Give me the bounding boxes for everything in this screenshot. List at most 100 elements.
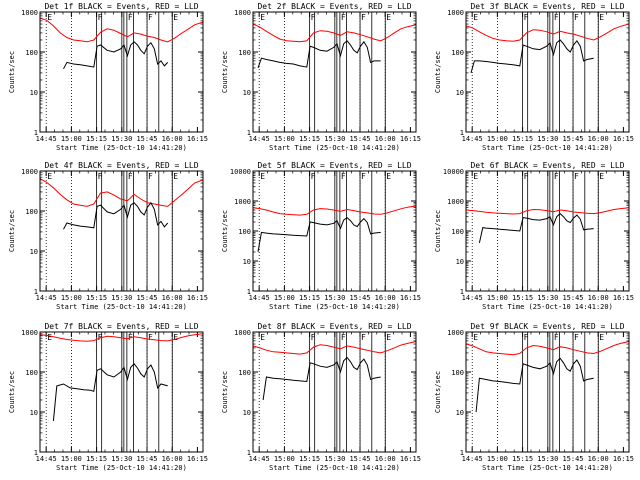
y-tick-label: 10000 [443, 168, 464, 176]
x-tick-label: 15:30 [324, 455, 345, 463]
x-tick-label: 15:30 [537, 455, 558, 463]
y-tick-label: 1000 [447, 9, 464, 17]
plot-frame [465, 170, 630, 292]
x-tick-label: 16:00 [162, 294, 183, 302]
x-tick-label: 15:00 [61, 455, 82, 463]
series-events-line [257, 40, 381, 69]
marker-label: E [260, 13, 265, 22]
panel-title: Det 8f BLACK = Events, RED = LLD [257, 322, 411, 331]
y-axis-label: Counts/sec [8, 371, 16, 413]
y-tick-label: 100 [451, 49, 464, 57]
x-tick-label: 15:15 [86, 455, 107, 463]
x-tick-label: 15:30 [537, 294, 558, 302]
y-tick-label: 10 [456, 409, 464, 417]
x-axis-label: Start Time (25-Oct-10 14:41:20) [482, 464, 613, 472]
panel-title: Det 3f BLACK = Events, RED = LLD [470, 2, 624, 11]
y-tick-label: 1000 [21, 9, 38, 17]
x-tick-label: 16:15 [613, 135, 634, 143]
y-tick-label: 1000 [234, 9, 251, 17]
panel-5: Det 5f BLACK = Events, RED = LLD Counts/s… [221, 161, 421, 311]
series-events-line [52, 363, 168, 421]
y-axis-label: Counts/sec [221, 210, 229, 252]
x-tick-label: 14:45 [249, 294, 270, 302]
marker-label: E [47, 333, 52, 342]
panel-6: Det 6f BLACK = Events, RED = LLD Counts/s… [434, 161, 634, 311]
marker-label: E [599, 333, 604, 342]
x-tick-label: 16:15 [613, 294, 634, 302]
y-tick-label: 1 [460, 449, 464, 457]
y-tick-label: 1 [34, 288, 38, 296]
y-tick-label: 10 [456, 258, 464, 266]
marker-label: E [599, 172, 604, 181]
y-tick-label: 10 [30, 248, 38, 256]
series-events-line [475, 357, 594, 413]
y-tick-label: 100 [451, 228, 464, 236]
x-axis-label: Start Time (25-Oct-10 14:41:20) [269, 144, 400, 152]
series-lld-line [465, 207, 630, 215]
y-tick-label: 1 [460, 288, 464, 296]
x-tick-label: 15:00 [487, 455, 508, 463]
series-events-line [257, 216, 381, 253]
x-tick-label: 16:15 [400, 294, 421, 302]
y-tick-label: 100 [25, 369, 38, 377]
x-tick-label: 16:15 [400, 455, 421, 463]
marker-label: F [574, 333, 579, 342]
y-tick-label: 1000 [234, 329, 251, 337]
panel-title: Det 2f BLACK = Events, RED = LLD [257, 2, 411, 11]
y-axis-label: Counts/sec [221, 371, 229, 413]
marker-label: E [47, 172, 52, 181]
series-events-line [478, 212, 594, 244]
y-tick-label: 1000 [234, 198, 251, 206]
y-axis-label: Counts/sec [434, 51, 442, 93]
x-tick-label: 16:00 [375, 455, 396, 463]
series-lld-line [252, 23, 417, 43]
marker-label: E [386, 13, 391, 22]
marker-label: F [311, 13, 316, 22]
marker-label: F [524, 172, 529, 181]
panel-title: Det 6f BLACK = Events, RED = LLD [470, 161, 624, 170]
y-tick-label: 1 [460, 129, 464, 137]
x-tick-label: 14:45 [249, 135, 270, 143]
y-tick-label: 1000 [447, 198, 464, 206]
marker-label: E [47, 13, 52, 22]
panel-title: Det 5f BLACK = Events, RED = LLD [257, 161, 411, 170]
panel-9: Det 9f BLACK = Events, RED = LLD Counts/s… [434, 322, 634, 472]
y-tick-label: 10 [243, 409, 251, 417]
x-tick-label: 16:00 [588, 294, 609, 302]
marker-label: F [148, 172, 153, 181]
y-tick-label: 1 [34, 449, 38, 457]
marker-label: E [473, 333, 478, 342]
y-tick-label: 1 [247, 129, 251, 137]
x-tick-label: 15:15 [299, 294, 320, 302]
marker-label: F [574, 13, 579, 22]
panel-1: Det 1f BLACK = Events, RED = LLD Counts/s… [8, 2, 208, 152]
marker-label: F [574, 172, 579, 181]
marker-label: F [361, 13, 366, 22]
marker-label: F [128, 172, 133, 181]
x-tick-label: 15:15 [299, 135, 320, 143]
marker-label: F [341, 333, 346, 342]
marker-label: F [341, 13, 346, 22]
y-tick-label: 10 [243, 258, 251, 266]
x-tick-label: 15:00 [487, 135, 508, 143]
marker-label: F [524, 333, 529, 342]
marker-label: E [173, 172, 178, 181]
marker-label: E [173, 333, 178, 342]
panel-title: Det 7f BLACK = Events, RED = LLD [44, 322, 198, 331]
marker-label: E [386, 333, 391, 342]
x-tick-label: 16:15 [187, 294, 208, 302]
y-axis-label: Counts/sec [8, 51, 16, 93]
x-axis-label: Start Time (25-Oct-10 14:41:20) [269, 464, 400, 472]
x-tick-label: 15:30 [324, 294, 345, 302]
x-tick-label: 15:00 [61, 135, 82, 143]
marker-label: F [311, 333, 316, 342]
y-tick-label: 1 [247, 288, 251, 296]
x-tick-label: 14:45 [36, 455, 57, 463]
y-tick-label: 100 [238, 228, 251, 236]
x-tick-label: 16:15 [613, 455, 634, 463]
x-tick-label: 14:45 [249, 455, 270, 463]
series-lld-line [252, 341, 417, 355]
marker-label: F [361, 333, 366, 342]
y-tick-label: 100 [451, 369, 464, 377]
x-tick-label: 15:30 [537, 135, 558, 143]
